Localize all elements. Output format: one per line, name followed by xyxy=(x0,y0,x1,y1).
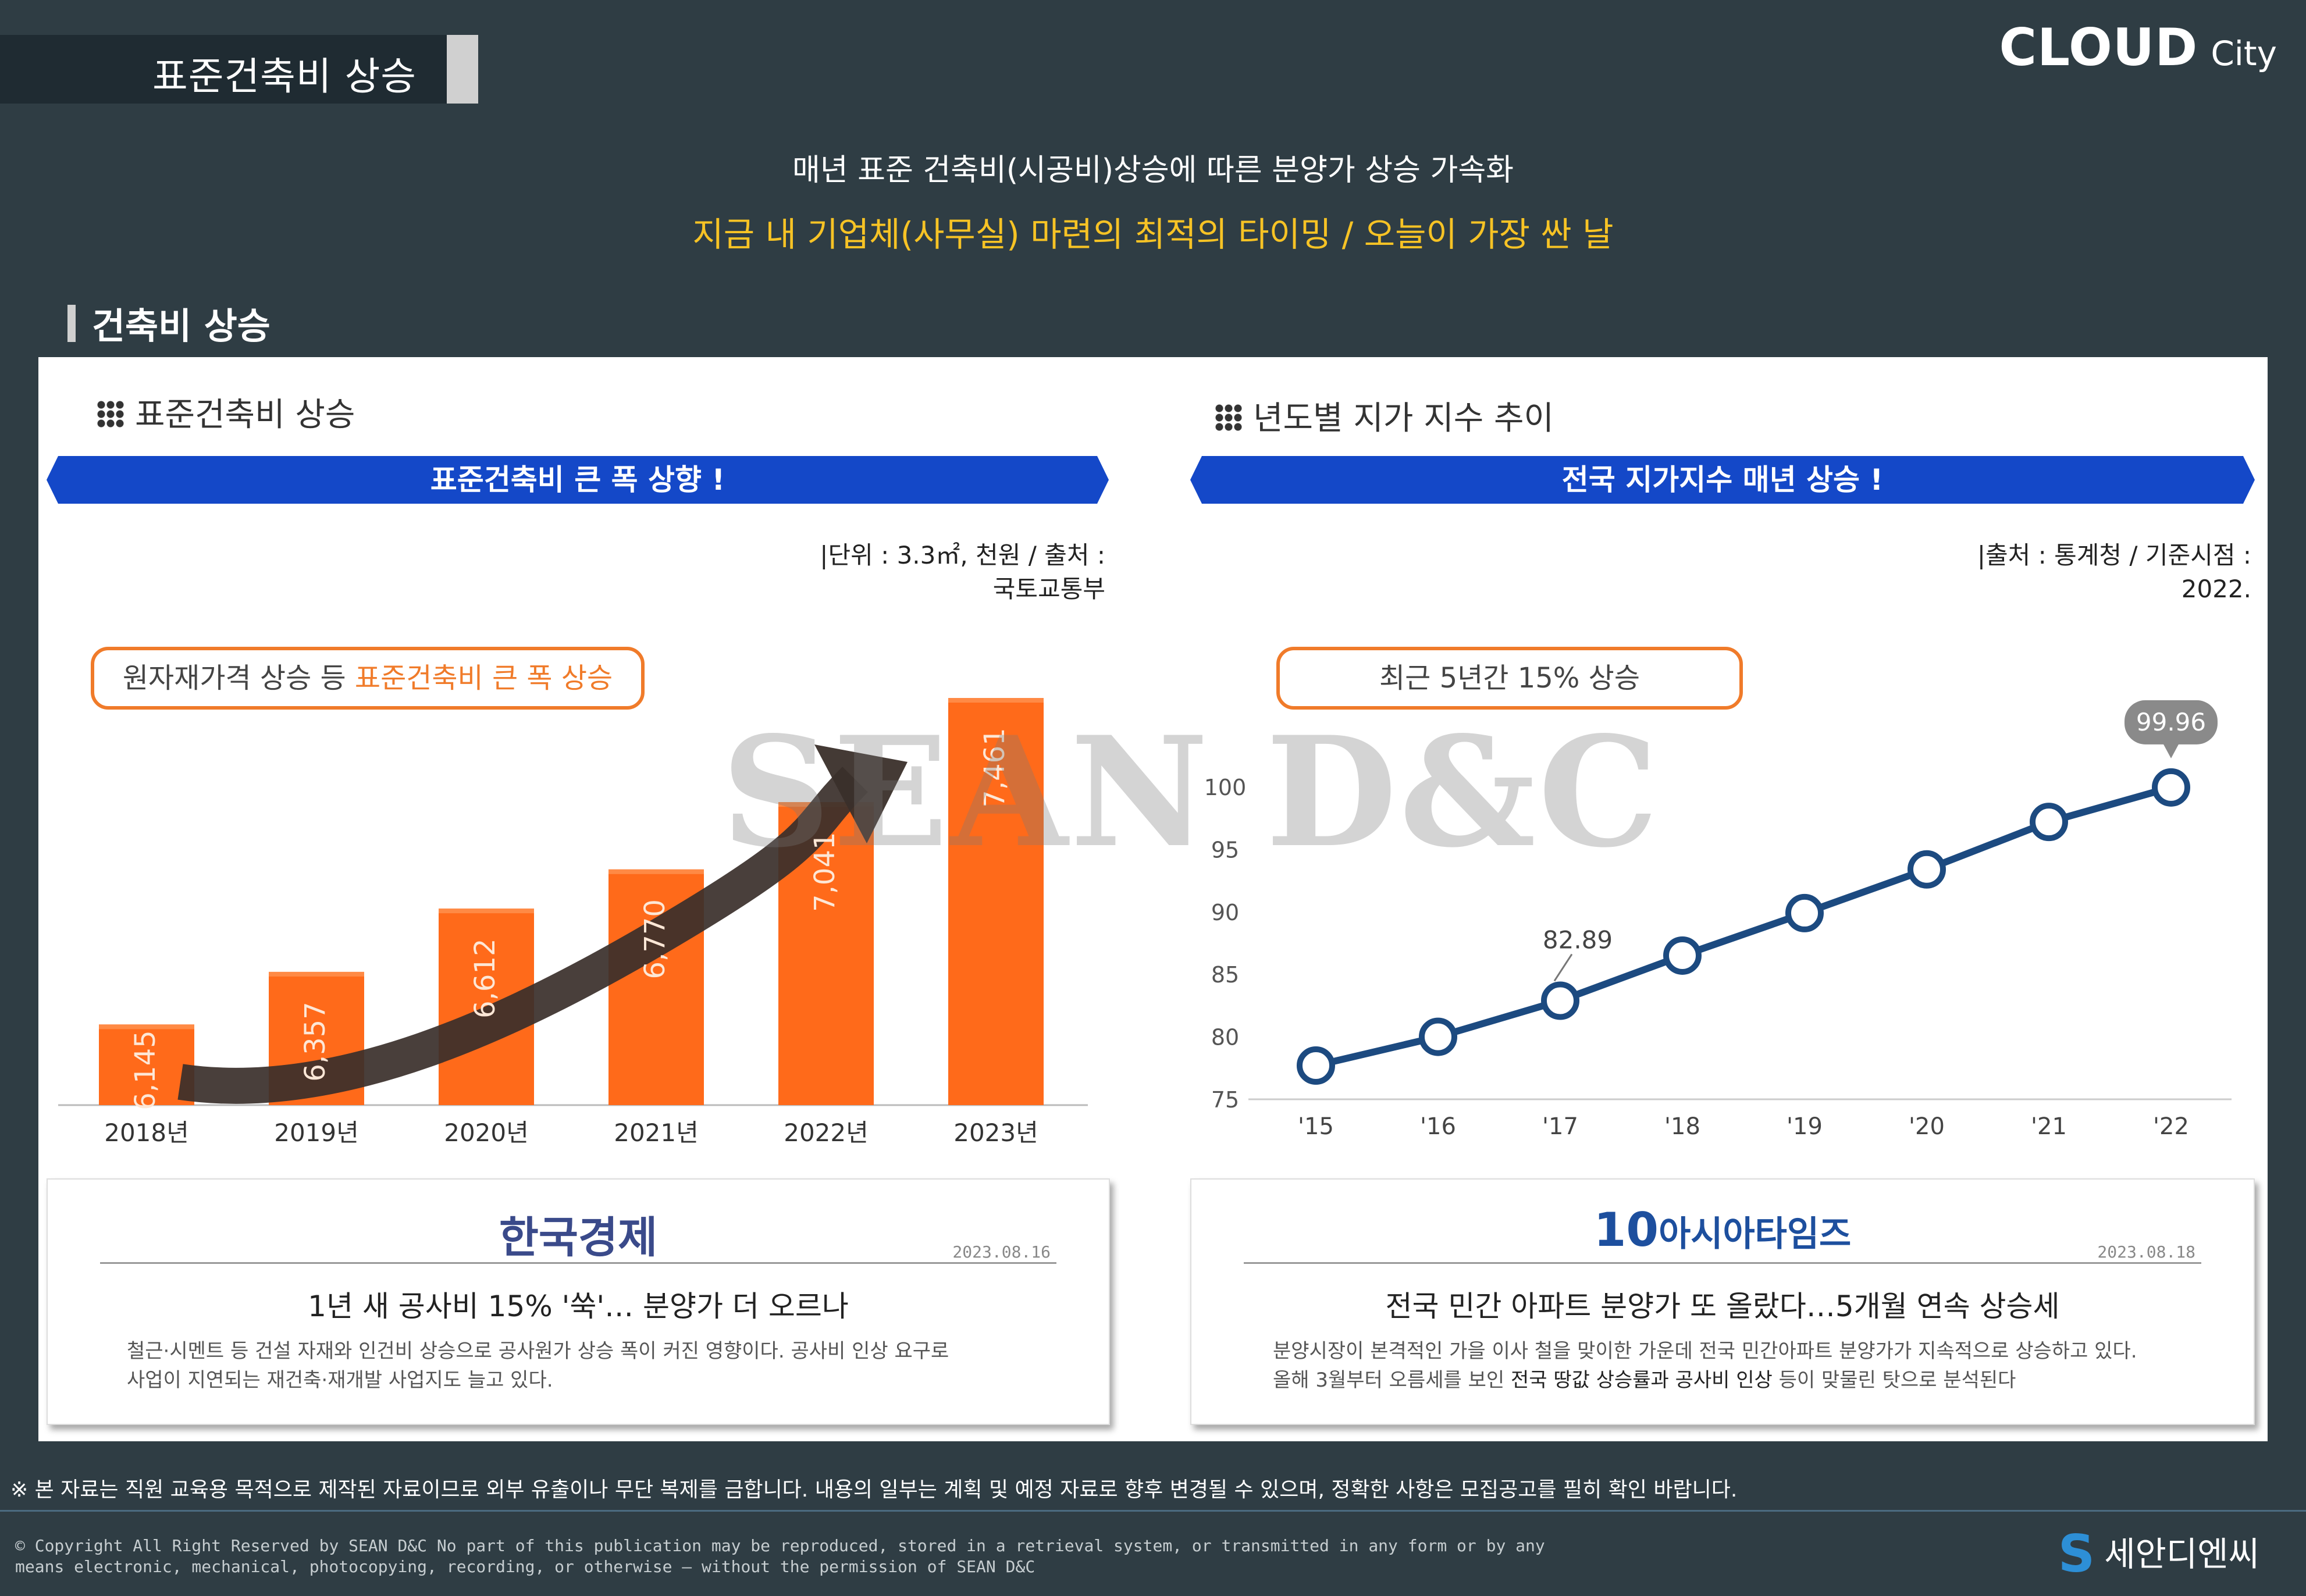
bar-value-label: 7,041 xyxy=(809,832,841,911)
disclaimer-notice: ※ 본 자료는 직원 교육용 목적으로 제작된 자료이므로 외부 유출이나 무단… xyxy=(10,1478,1738,1502)
news-body: 철근·시멘트 등 건설 자재와 인건비 상승으로 공사원가 상승 폭이 커진 영… xyxy=(127,1340,949,1392)
section-bar xyxy=(67,305,76,342)
news-card-hankyung: 한국경제 2023.08.16 1년 새 공사비 15% '쑥'… 분양가 더 … xyxy=(47,1178,1110,1425)
callout-pointer xyxy=(2163,743,2179,758)
value-callout-bubble xyxy=(2124,700,2218,744)
right-subtitle: 년도별 지가 지수 추이 xyxy=(1215,392,1554,439)
construction-cost-bar-chart: 6,145 2018년 6,357 2019년 6,612 2020년 6,770 2021년… xyxy=(58,698,1088,1147)
data-point-'19 xyxy=(1785,893,1824,932)
news-card-asiatimes: 10아시아타임즈 2023.08.18 전국 민간 아파트 분양가 또 올랐다…… xyxy=(1190,1178,2255,1425)
copyright: © Copyright All Right Reserved by SEAN D… xyxy=(15,1536,1545,1576)
left-banner: 표준건축비 큰 폭 상향 ! xyxy=(47,456,1109,504)
divider xyxy=(1244,1262,2201,1264)
x-tick-label: 2019년 xyxy=(274,1118,359,1147)
data-point-'17 xyxy=(1541,981,1579,1020)
right-callout-pill: 최근 5년간 15% 상승 xyxy=(1276,647,1743,710)
x-tick-label: 2023년 xyxy=(953,1118,1038,1147)
section-title: 건축비 상승 xyxy=(92,305,271,347)
x-tick-label: '21 xyxy=(2031,1113,2067,1140)
page-title: 표준건축비 상승 xyxy=(152,54,417,99)
annotation-leader xyxy=(1553,953,1573,982)
bar-value-label: 6,612 xyxy=(469,938,501,1018)
news-date: 2023.08.18 xyxy=(2097,1242,2195,1262)
x-tick-label: 2022년 xyxy=(784,1118,869,1147)
brand-sub: City xyxy=(2211,34,2277,73)
data-point-'18 xyxy=(1663,936,1702,975)
bar-top-highlight xyxy=(439,909,534,914)
bar-value-label: 6,357 xyxy=(299,1002,332,1081)
y-tick-label: 75 xyxy=(1211,1087,1239,1113)
series-line xyxy=(1315,784,2172,1069)
watermark: SEAN D&C xyxy=(721,704,1661,881)
company-logo-mark: S xyxy=(2058,1524,2095,1584)
right-source: |출처 : 통계청 / 기준시점 : 2022. xyxy=(1977,541,2251,603)
x-tick-label: '16 xyxy=(1420,1113,1456,1140)
bar-value-label: 6,770 xyxy=(639,899,671,979)
headline: 매년 표준 건축비(시공비)상승에 따른 분양가 상승 가속화 xyxy=(792,153,1514,188)
bar-value-label: 6,145 xyxy=(129,1030,162,1110)
x-tick-label: '19 xyxy=(1787,1113,1823,1140)
bar-top-highlight xyxy=(948,698,1044,703)
x-tick-label: '18 xyxy=(1664,1113,1700,1140)
left-subtitle: 표준건축비 상승 xyxy=(97,389,355,436)
y-tick-label: 90 xyxy=(1211,900,1239,925)
x-tick-label: '20 xyxy=(1909,1113,1945,1140)
anniversary-badge: 10 xyxy=(1593,1203,1659,1257)
page-title-tab: 표준건축비 상승 xyxy=(0,35,448,104)
bar-top-highlight xyxy=(608,869,704,874)
bar-2023년 xyxy=(948,698,1044,1105)
news-headline: 전국 민간 아파트 분양가 또 올랐다…5개월 연속 상승세 xyxy=(1385,1289,2060,1323)
divider xyxy=(100,1262,1056,1264)
data-point-'16 xyxy=(1419,1017,1457,1056)
data-point-'21 xyxy=(2030,803,2068,842)
y-tick-label: 80 xyxy=(1211,1025,1239,1050)
bar-2018년 xyxy=(99,1024,194,1105)
footer-divider xyxy=(0,1510,2306,1512)
left-source: |단위 : 3.3㎡, 천원 / 출처 : 국토교통부 xyxy=(820,541,1105,603)
x-tick-label: '17 xyxy=(1542,1113,1578,1140)
right-banner: 전국 지가지수 매년 상승 ! xyxy=(1190,456,2255,504)
value-callout-label: 99.96 xyxy=(2136,708,2206,736)
trend-arrow-body xyxy=(177,767,868,1104)
trend-arrow-head xyxy=(814,744,908,843)
data-point-'20 xyxy=(1908,850,1946,889)
bar-top-highlight xyxy=(269,971,364,977)
news-date: 2023.08.16 xyxy=(952,1242,1051,1262)
data-point-'22 xyxy=(2152,768,2190,807)
company-logo: S 세안디엔씨 xyxy=(2058,1524,2259,1584)
y-tick-label: 85 xyxy=(1211,962,1239,988)
news-headline: 1년 새 공사비 15% '쑥'… 분양가 더 오르나 xyxy=(308,1289,849,1323)
news-logo: 한국경제 xyxy=(499,1213,658,1263)
title-accent-bar xyxy=(447,35,478,104)
grid-dots-icon xyxy=(1215,404,1243,432)
news-body: 분양시장이 본격적인 가을 이사 철을 맞이한 가운데 전국 민간아파트 분양가… xyxy=(1273,1340,2137,1392)
data-point-'15 xyxy=(1297,1046,1335,1085)
x-tick-label: 2018년 xyxy=(104,1118,189,1147)
subheadline: 지금 내 기업체(사무실) 마련의 최적의 타이밍 / 오늘이 가장 싼 날 xyxy=(692,215,1614,254)
x-tick-label: '22 xyxy=(2153,1113,2189,1140)
bar-top-highlight xyxy=(99,1024,194,1029)
x-tick-label: 2020년 xyxy=(444,1118,529,1147)
y-tick-label: 95 xyxy=(1211,837,1239,863)
brand-main: CLOUD xyxy=(1999,17,2198,77)
land-price-line-chart: 75 80 85 90 95 100 '15 '16 '17 '18 '19 '20 '21 '22 82.… xyxy=(1204,700,2232,1140)
x-tick-label: 2021년 xyxy=(614,1118,699,1147)
y-tick-label: 100 xyxy=(1204,775,1247,800)
news-logo: 10아시아타임즈 xyxy=(1593,1203,1852,1257)
value-annotation-label: 82.89 xyxy=(1543,926,1613,954)
bar-value-label: 7,461 xyxy=(978,728,1011,807)
left-callout-pill: 원자재가격 상승 등 표준건축비 큰 폭 상승 xyxy=(91,647,645,710)
x-tick-label: '15 xyxy=(1298,1113,1334,1140)
grid-dots-icon xyxy=(97,400,124,428)
brand-logo: CLOUD City xyxy=(1999,17,2277,77)
